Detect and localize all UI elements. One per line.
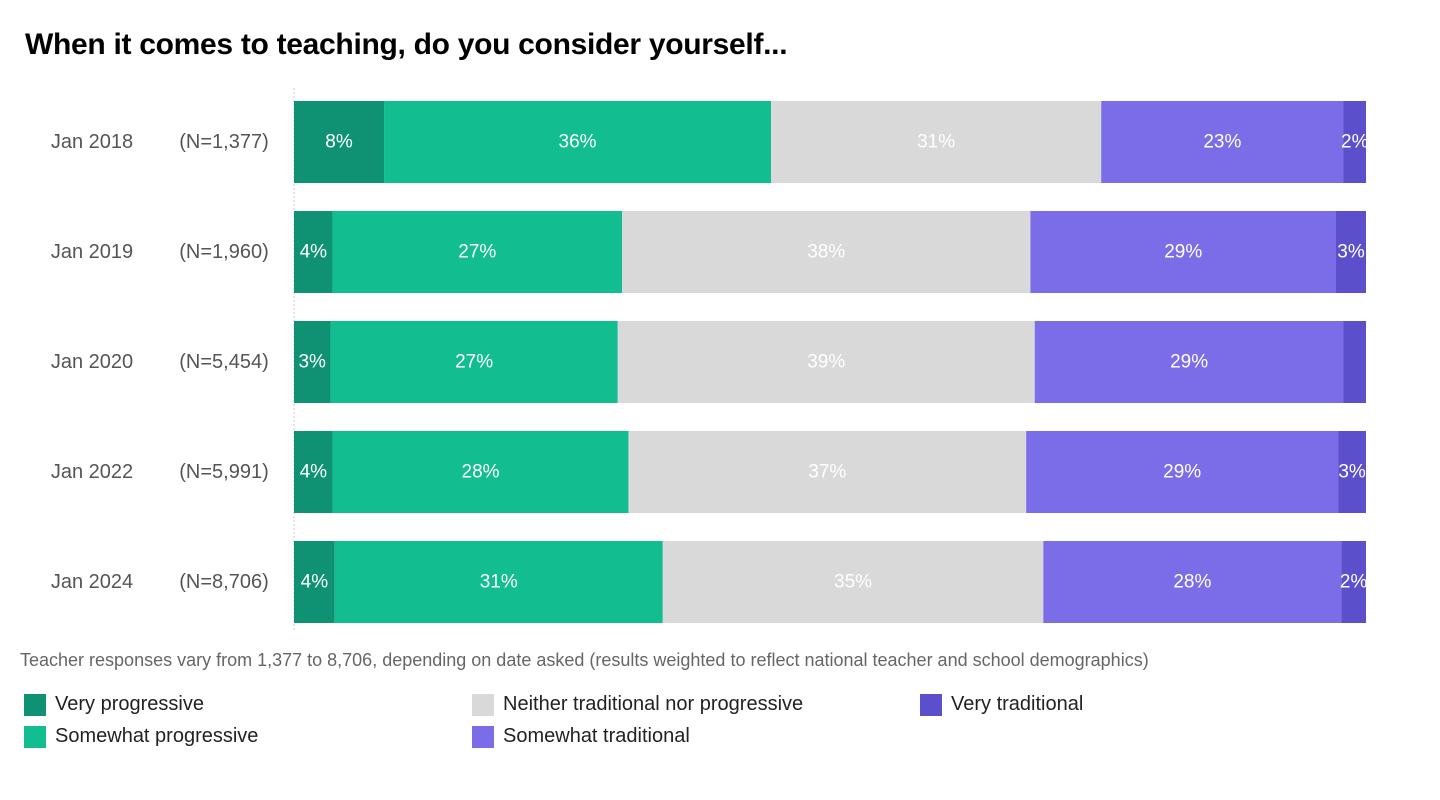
bar-segment-jan-2020-very-traditional xyxy=(1343,321,1366,403)
data-label: 37% xyxy=(808,462,846,483)
legend-label: Neither traditional nor progressive xyxy=(503,693,804,715)
bar-segment-jan-2019-somewhat-progressive xyxy=(332,211,623,293)
category-label-jan-2019: Jan 2019 xyxy=(51,241,133,263)
legend-label: Very traditional xyxy=(951,693,1084,715)
data-label: 29% xyxy=(1163,462,1201,483)
bar-segment-jan-2024-very-traditional xyxy=(1341,541,1366,623)
data-label: 28% xyxy=(462,462,500,483)
legend-swatch-very-traditional xyxy=(920,693,942,716)
data-label: 3% xyxy=(1338,462,1366,483)
legend-swatch-neither xyxy=(472,693,494,716)
data-label: 38% xyxy=(807,242,845,263)
bar-segment-jan-2019-somewhat-traditional xyxy=(1030,211,1336,293)
data-label: 4% xyxy=(301,572,329,593)
data-label: 4% xyxy=(300,462,328,483)
legend-label: Very progressive xyxy=(55,693,204,715)
sample-size-label-jan-2020: (N=5,454) xyxy=(179,351,269,373)
data-label: 27% xyxy=(455,352,493,373)
bars-layer: Jan 2018 (N=1,377) 8% 36% 31% 23% 2% Jan 2019 (N… xyxy=(51,101,1369,623)
bar-segment-jan-2019-very-progressive xyxy=(294,211,333,293)
chart-footnote: Teacher responses vary from 1,377 to 8,7… xyxy=(20,650,1149,670)
bar-segment-jan-2018-somewhat-progressive xyxy=(384,101,772,183)
sample-size-label-jan-2022: (N=5,991) xyxy=(179,461,269,483)
bar-segment-jan-2022-somewhat-progressive xyxy=(332,431,629,513)
bar-segment-jan-2018-neither-traditional-nor-progressive xyxy=(771,101,1102,183)
legend-very-traditional: Very traditional xyxy=(920,693,1083,716)
data-label: 27% xyxy=(458,242,496,263)
bar-segment-jan-2024-neither-traditional-nor-progressive xyxy=(662,541,1044,623)
bar-segment-jan-2024-very-progressive xyxy=(294,541,335,623)
data-label: 8% xyxy=(325,132,353,153)
data-label: 23% xyxy=(1203,132,1241,153)
data-label: 31% xyxy=(917,132,955,153)
legend-somewhat-traditional: Somewhat traditional xyxy=(472,725,690,748)
data-label: 39% xyxy=(807,352,845,373)
legend-somewhat-progressive: Somewhat progressive xyxy=(24,725,258,748)
data-label: 31% xyxy=(480,572,518,593)
legend-neither: Neither traditional nor progressive xyxy=(472,693,803,716)
legend-swatch-somewhat-traditional xyxy=(472,725,494,748)
category-label-jan-2018: Jan 2018 xyxy=(51,131,133,153)
data-label: 29% xyxy=(1164,242,1202,263)
bar-segment-jan-2018-very-progressive xyxy=(294,101,385,183)
bar-segment-jan-2022-somewhat-traditional xyxy=(1026,431,1339,513)
data-label: 2% xyxy=(1341,132,1369,153)
category-label-jan-2024: Jan 2024 xyxy=(51,571,133,593)
bar-segment-jan-2024-somewhat-progressive xyxy=(334,541,663,623)
chart-title: When it comes to teaching, do you consid… xyxy=(25,28,788,61)
legend-label: Somewhat progressive xyxy=(55,725,259,747)
category-label-jan-2020: Jan 2020 xyxy=(51,351,133,373)
bar-segment-jan-2022-very-progressive xyxy=(294,431,333,513)
bar-segment-jan-2020-neither-traditional-nor-progressive xyxy=(617,321,1035,403)
bar-segment-jan-2019-very-traditional xyxy=(1335,211,1366,293)
data-label: 3% xyxy=(1337,242,1365,263)
legend-swatch-very-progressive xyxy=(24,693,46,716)
data-label: 36% xyxy=(559,132,597,153)
bar-segment-jan-2020-very-progressive xyxy=(294,321,331,403)
sample-size-label-jan-2018: (N=1,377) xyxy=(179,131,269,153)
legend-swatch-somewhat-progressive xyxy=(24,725,46,748)
bar-segment-jan-2020-somewhat-progressive xyxy=(330,321,618,403)
bar-segment-jan-2022-neither-traditional-nor-progressive xyxy=(628,431,1027,513)
sample-size-label-jan-2024: (N=8,706) xyxy=(179,571,269,593)
data-label: 4% xyxy=(300,242,328,263)
legend-very-progressive: Very progressive xyxy=(24,693,204,716)
bar-segment-jan-2024-somewhat-traditional xyxy=(1043,541,1342,623)
sample-size-label-jan-2019: (N=1,960) xyxy=(179,241,269,263)
bar-segment-jan-2022-very-traditional xyxy=(1338,431,1366,513)
data-label: 29% xyxy=(1170,352,1208,373)
bar-segment-jan-2018-very-traditional xyxy=(1343,101,1366,183)
data-label: 3% xyxy=(298,352,326,373)
bar-segment-jan-2018-somewhat-traditional xyxy=(1101,101,1344,183)
bar-segment-jan-2020-somewhat-traditional xyxy=(1034,321,1344,403)
data-label: 35% xyxy=(834,572,872,593)
data-label: 28% xyxy=(1173,572,1211,593)
legend-label: Somewhat traditional xyxy=(503,725,690,747)
data-label: 2% xyxy=(1340,572,1368,593)
category-label-jan-2022: Jan 2022 xyxy=(51,461,133,483)
bar-segment-jan-2019-neither-traditional-nor-progressive xyxy=(622,211,1031,293)
